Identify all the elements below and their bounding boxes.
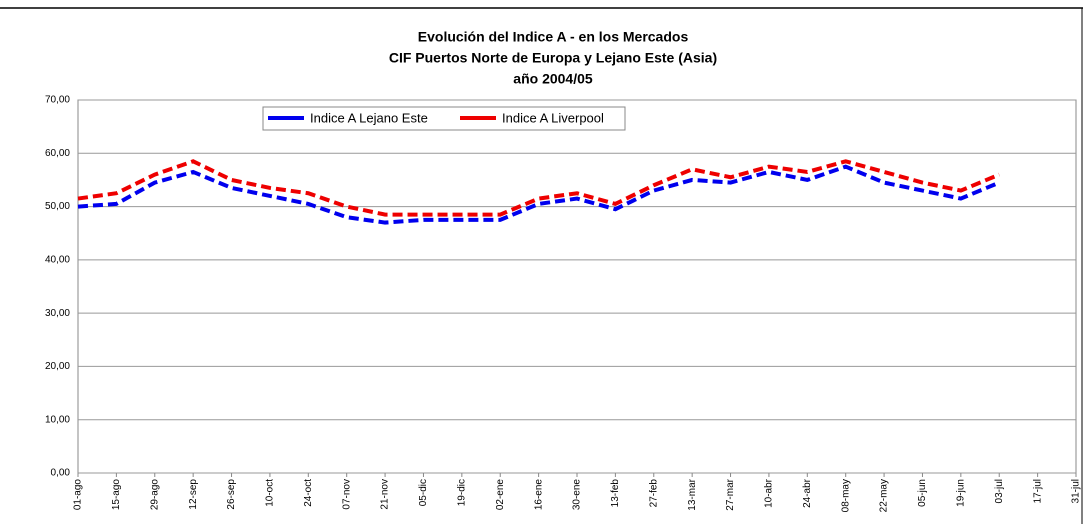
x-tick-label: 26-sep <box>226 479 237 510</box>
x-tick-label: 17-jul <box>1032 479 1043 503</box>
plot-area <box>77 99 1077 474</box>
x-tick-label: 30-ene <box>572 479 583 511</box>
x-tick-label: 15-ago <box>111 479 122 511</box>
x-tick-label: 10-oct <box>265 479 276 507</box>
chart-subtitle: CIF Puertos Norte de Europa y Lejano Est… <box>389 50 717 66</box>
y-tick-label: 20,00 <box>45 361 70 372</box>
y-tick-label: 70,00 <box>45 95 70 106</box>
x-tick-label: 19-dic <box>456 479 467 506</box>
y-tick-label: 0,00 <box>51 468 71 479</box>
x-tick-label: 01-ago <box>73 479 84 511</box>
x-tick-label: 31-jul <box>1071 479 1082 503</box>
x-tick-label: 19-jun <box>955 479 966 507</box>
x-tick-label: 05-dic <box>418 479 429 506</box>
x-tick-label: 13-feb <box>610 479 621 508</box>
chart-subtitle: año 2004/05 <box>513 71 593 87</box>
x-tick-label: 21-nov <box>380 479 391 510</box>
y-tick-label: 10,00 <box>45 414 70 425</box>
y-tick-label: 50,00 <box>45 201 70 212</box>
x-tick-label: 16-ene <box>533 479 544 511</box>
x-tick-label: 08-may <box>840 479 851 512</box>
x-tick-label: 12-sep <box>188 479 199 510</box>
x-tick-label: 10-abr <box>764 478 775 508</box>
x-tick-label: 05-jun <box>917 479 928 507</box>
x-tick-label: 24-abr <box>802 478 813 508</box>
x-tick-label: 22-may <box>879 479 890 512</box>
x-tick-label: 24-oct <box>303 479 314 507</box>
series-line <box>77 164 1000 225</box>
legend-label: Indice A Lejano Este <box>310 110 428 125</box>
series-line <box>77 159 1000 217</box>
x-tick-label: 27-feb <box>648 479 659 508</box>
y-tick-label: 40,00 <box>45 254 70 265</box>
y-tick-label: 30,00 <box>45 308 70 319</box>
y-tick-label: 60,00 <box>45 148 70 159</box>
x-tick-label: 27-mar <box>725 478 736 510</box>
x-tick-label: 02-ene <box>495 479 506 511</box>
chart-title: Evolución del Indice A - en los Mercados <box>418 29 689 45</box>
legend-label: Indice A Liverpool <box>502 110 604 125</box>
x-tick-label: 07-nov <box>341 479 352 510</box>
x-tick-label: 03-jul <box>994 479 1005 503</box>
x-tick-label: 29-ago <box>149 479 160 511</box>
legend <box>262 106 626 131</box>
x-tick-label: 13-mar <box>687 478 698 510</box>
